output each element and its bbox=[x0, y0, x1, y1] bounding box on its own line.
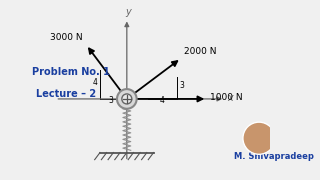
Circle shape bbox=[122, 94, 132, 104]
Text: M. Shivapradeep: M. Shivapradeep bbox=[234, 152, 314, 161]
Text: 1000 N: 1000 N bbox=[210, 93, 243, 102]
Text: 3000 N: 3000 N bbox=[50, 33, 83, 42]
Text: Lecture – 2: Lecture – 2 bbox=[36, 89, 96, 99]
Text: 2000 N: 2000 N bbox=[184, 46, 216, 55]
Text: 3: 3 bbox=[108, 96, 113, 105]
Text: Problem No. 1: Problem No. 1 bbox=[32, 67, 110, 77]
Text: x: x bbox=[228, 93, 234, 103]
Circle shape bbox=[117, 89, 137, 109]
Text: 4: 4 bbox=[160, 96, 165, 105]
Text: y: y bbox=[125, 7, 131, 17]
Circle shape bbox=[243, 122, 275, 154]
Text: 3: 3 bbox=[180, 81, 184, 90]
Text: 4: 4 bbox=[92, 78, 98, 87]
